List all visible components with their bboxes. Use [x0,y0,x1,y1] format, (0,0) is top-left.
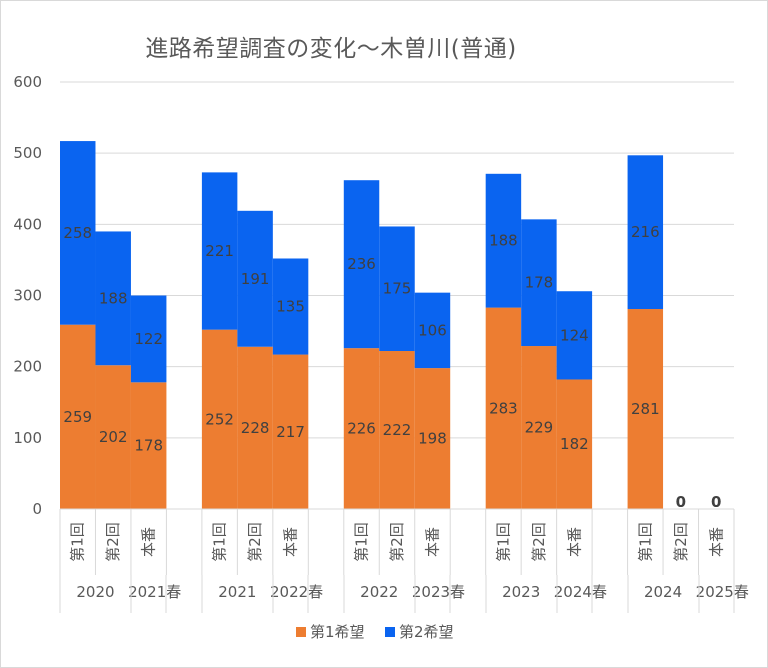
data-label-first-choice: 281 [631,400,660,418]
data-label-second-choice: 236 [347,255,376,273]
data-label-second-choice: 258 [63,224,92,242]
data-label-first-choice: 182 [560,435,589,453]
data-label-second-choice: 106 [418,321,447,339]
data-label-second-choice: 216 [631,223,660,241]
data-label-second-choice: 124 [560,326,589,344]
data-label-first-choice: 178 [134,437,163,455]
data-label-first-choice: 228 [241,419,270,437]
bar-first-choice [556,379,593,509]
group-label: 2022春 [270,583,323,601]
group-label: 2025春 [696,583,749,601]
bar-first-choice [130,382,167,509]
data-label-first-choice: 226 [347,420,376,438]
bar-second-choice [414,292,451,369]
y-tick-label: 600 [13,73,42,91]
data-label-first-choice: 252 [205,410,234,428]
bar-first-choice [95,365,131,509]
data-label-second-choice: 191 [241,270,270,288]
bar-second-choice [95,231,131,366]
bar-first-choice [379,351,415,509]
category-label: 第1回 [211,522,229,562]
bar-first-choice [485,307,522,509]
bar-second-choice [627,155,664,310]
bar-second-choice [379,226,415,352]
chart-title: 進路希望調査の変化～木曽川(普通) [145,36,517,62]
data-label-first-choice: 283 [489,399,518,417]
category-label: 本番 [565,527,583,557]
data-label-first-choice: 0 [711,493,721,511]
data-label-second-choice: 188 [489,232,518,250]
bar-second-choice [521,219,557,347]
category-label: 第2回 [530,522,548,562]
category-label: 本番 [282,527,300,557]
bar-first-choice [60,324,96,509]
group-label: 2024春 [554,583,607,601]
y-tick-label: 500 [13,144,42,162]
bar-first-choice [627,309,664,509]
data-label-first-choice: 0 [676,493,686,511]
data-label-first-choice: 202 [99,428,128,446]
data-label-second-choice: 135 [276,298,305,316]
bar-first-choice [414,368,451,509]
data-label-second-choice: 175 [383,280,412,298]
y-tick-label: 300 [13,287,42,305]
category-label: 本番 [140,527,158,557]
category-label: 第2回 [388,522,406,562]
bar-second-choice [485,173,522,308]
bar-second-choice [60,141,96,325]
category-label: 第2回 [246,522,264,562]
legend-swatch [385,627,395,637]
data-label-second-choice: 188 [99,289,128,307]
category-label: 第1回 [494,522,512,562]
y-tick-label: 0 [32,500,42,518]
bar-first-choice [343,348,380,509]
y-tick-label: 100 [13,429,42,447]
bar-second-choice [343,180,380,349]
bar-second-choice [201,172,238,330]
legend-swatch [296,627,306,637]
data-label-second-choice: 178 [525,274,554,292]
group-label: 2021春 [128,583,181,601]
category-label: 第2回 [104,522,122,562]
category-label: 本番 [707,527,725,557]
data-label-second-choice: 221 [205,242,234,260]
category-label: 第1回 [69,522,87,562]
category-label: 第1回 [636,522,654,562]
y-tick-label: 200 [13,358,42,376]
data-label-first-choice: 259 [63,408,92,426]
legend-label: 第2希望 [399,623,454,641]
group-label: 2023 [502,583,540,601]
bar-first-choice [272,354,309,509]
group-label: 2021 [218,583,256,601]
group-label: 2024 [644,583,682,601]
legend-label: 第1希望 [310,623,365,641]
group-label: 2020 [76,583,114,601]
group-label: 2022 [360,583,398,601]
data-label-first-choice: 198 [418,430,447,448]
y-tick-label: 400 [13,215,42,233]
bar-first-choice [201,329,238,509]
category-label: 第2回 [672,522,690,562]
group-label: 2023春 [412,583,465,601]
data-label-second-choice: 122 [134,330,163,348]
bar-first-choice [521,346,557,509]
bar-second-choice [556,291,593,380]
data-label-first-choice: 217 [276,423,305,441]
data-label-first-choice: 229 [525,419,554,437]
bar-second-choice [272,258,309,355]
category-label: 本番 [423,527,441,557]
category-label: 第1回 [353,522,371,562]
data-label-first-choice: 222 [383,421,412,439]
bar-second-choice [130,295,167,383]
bar-second-choice [237,210,273,347]
bar-first-choice [237,346,273,509]
